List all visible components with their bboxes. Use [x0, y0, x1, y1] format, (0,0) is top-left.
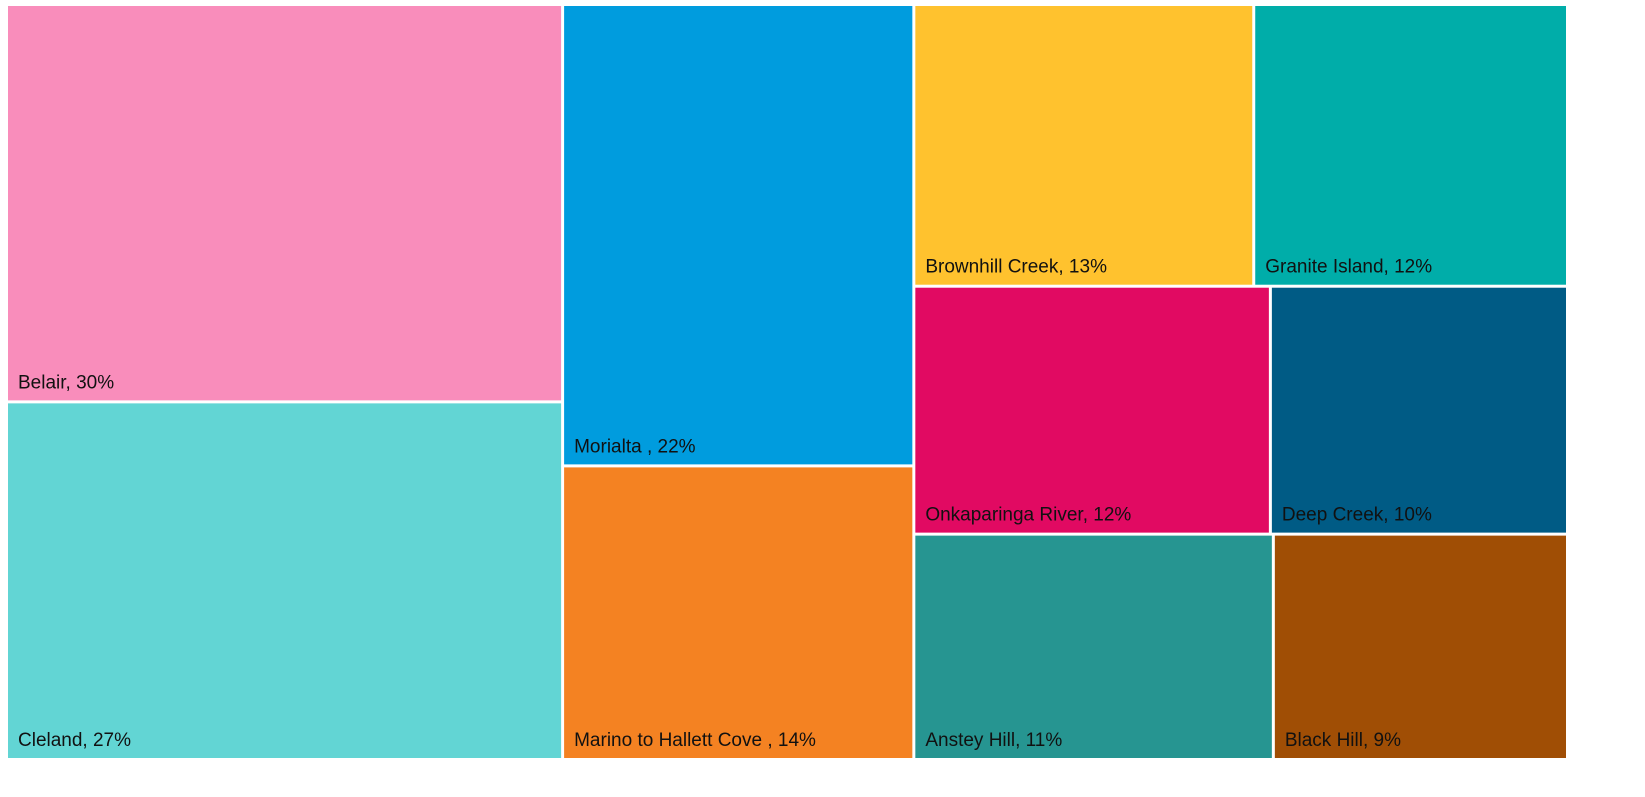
- tile-label: Cleland, 27%: [18, 730, 131, 751]
- tile: [915, 6, 1253, 285]
- tile-label: Marino to Hallett Cove , 14%: [574, 730, 816, 751]
- tile: [915, 535, 1272, 758]
- tile: [564, 467, 913, 758]
- tile: [915, 287, 1269, 533]
- tile: [8, 6, 562, 401]
- tile: [8, 403, 562, 758]
- tile-label: Black Hill, 9%: [1285, 730, 1401, 751]
- tile-label: Granite Island, 12%: [1265, 257, 1432, 278]
- tile-label: Deep Creek, 10%: [1282, 505, 1432, 526]
- tile: [1274, 535, 1566, 758]
- tile: [1255, 6, 1566, 285]
- tile-label: Onkaparinga River, 12%: [925, 505, 1131, 526]
- tile-label: Belair, 30%: [18, 372, 114, 393]
- tile: [564, 6, 913, 465]
- tile-label: Anstey Hill, 11%: [925, 730, 1062, 751]
- tile-label: Brownhill Creek, 13%: [925, 257, 1107, 278]
- tile-label: Morialta , 22%: [574, 436, 696, 457]
- tile: [1271, 287, 1566, 533]
